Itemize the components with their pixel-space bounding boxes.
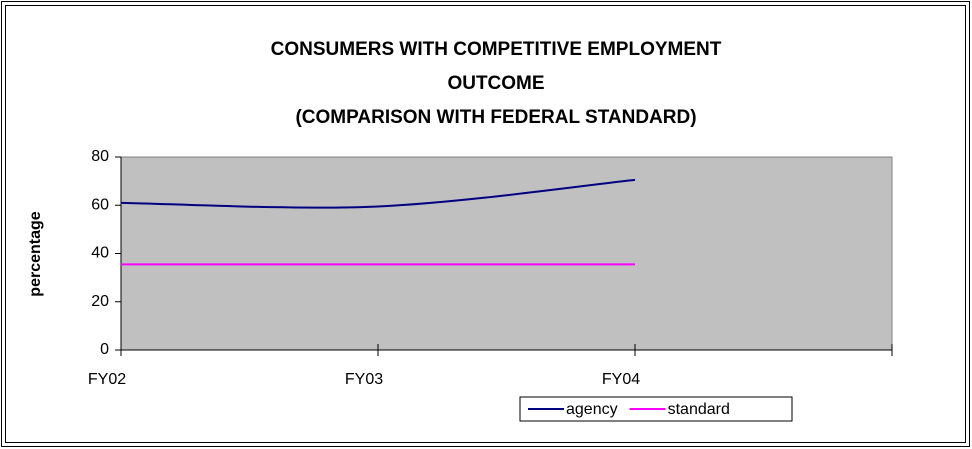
y-axis-title: percentage xyxy=(27,211,44,296)
y-tick-label: 0 xyxy=(100,341,109,358)
x-tick-label: FY03 xyxy=(345,371,383,388)
chart-title: CONSUMERS WITH COMPETITIVE EMPLOYMENT xyxy=(271,39,722,60)
legend-label: agency xyxy=(566,401,618,418)
x-tick-label: FY02 xyxy=(88,371,126,388)
series-line xyxy=(120,178,636,209)
y-tick-label: 20 xyxy=(91,293,109,310)
chart-title: OUTCOME xyxy=(447,73,544,94)
y-tick-label: 60 xyxy=(91,196,109,213)
inner-border xyxy=(5,5,966,443)
x-tick-label: FY04 xyxy=(602,371,640,388)
y-tick-label: 80 xyxy=(91,148,109,165)
legend-label: standard xyxy=(668,401,730,418)
y-tick-label: 40 xyxy=(91,245,109,262)
plot-area xyxy=(120,156,893,351)
chart-title: (COMPARISON WITH FEDERAL STANDARD) xyxy=(295,107,696,128)
